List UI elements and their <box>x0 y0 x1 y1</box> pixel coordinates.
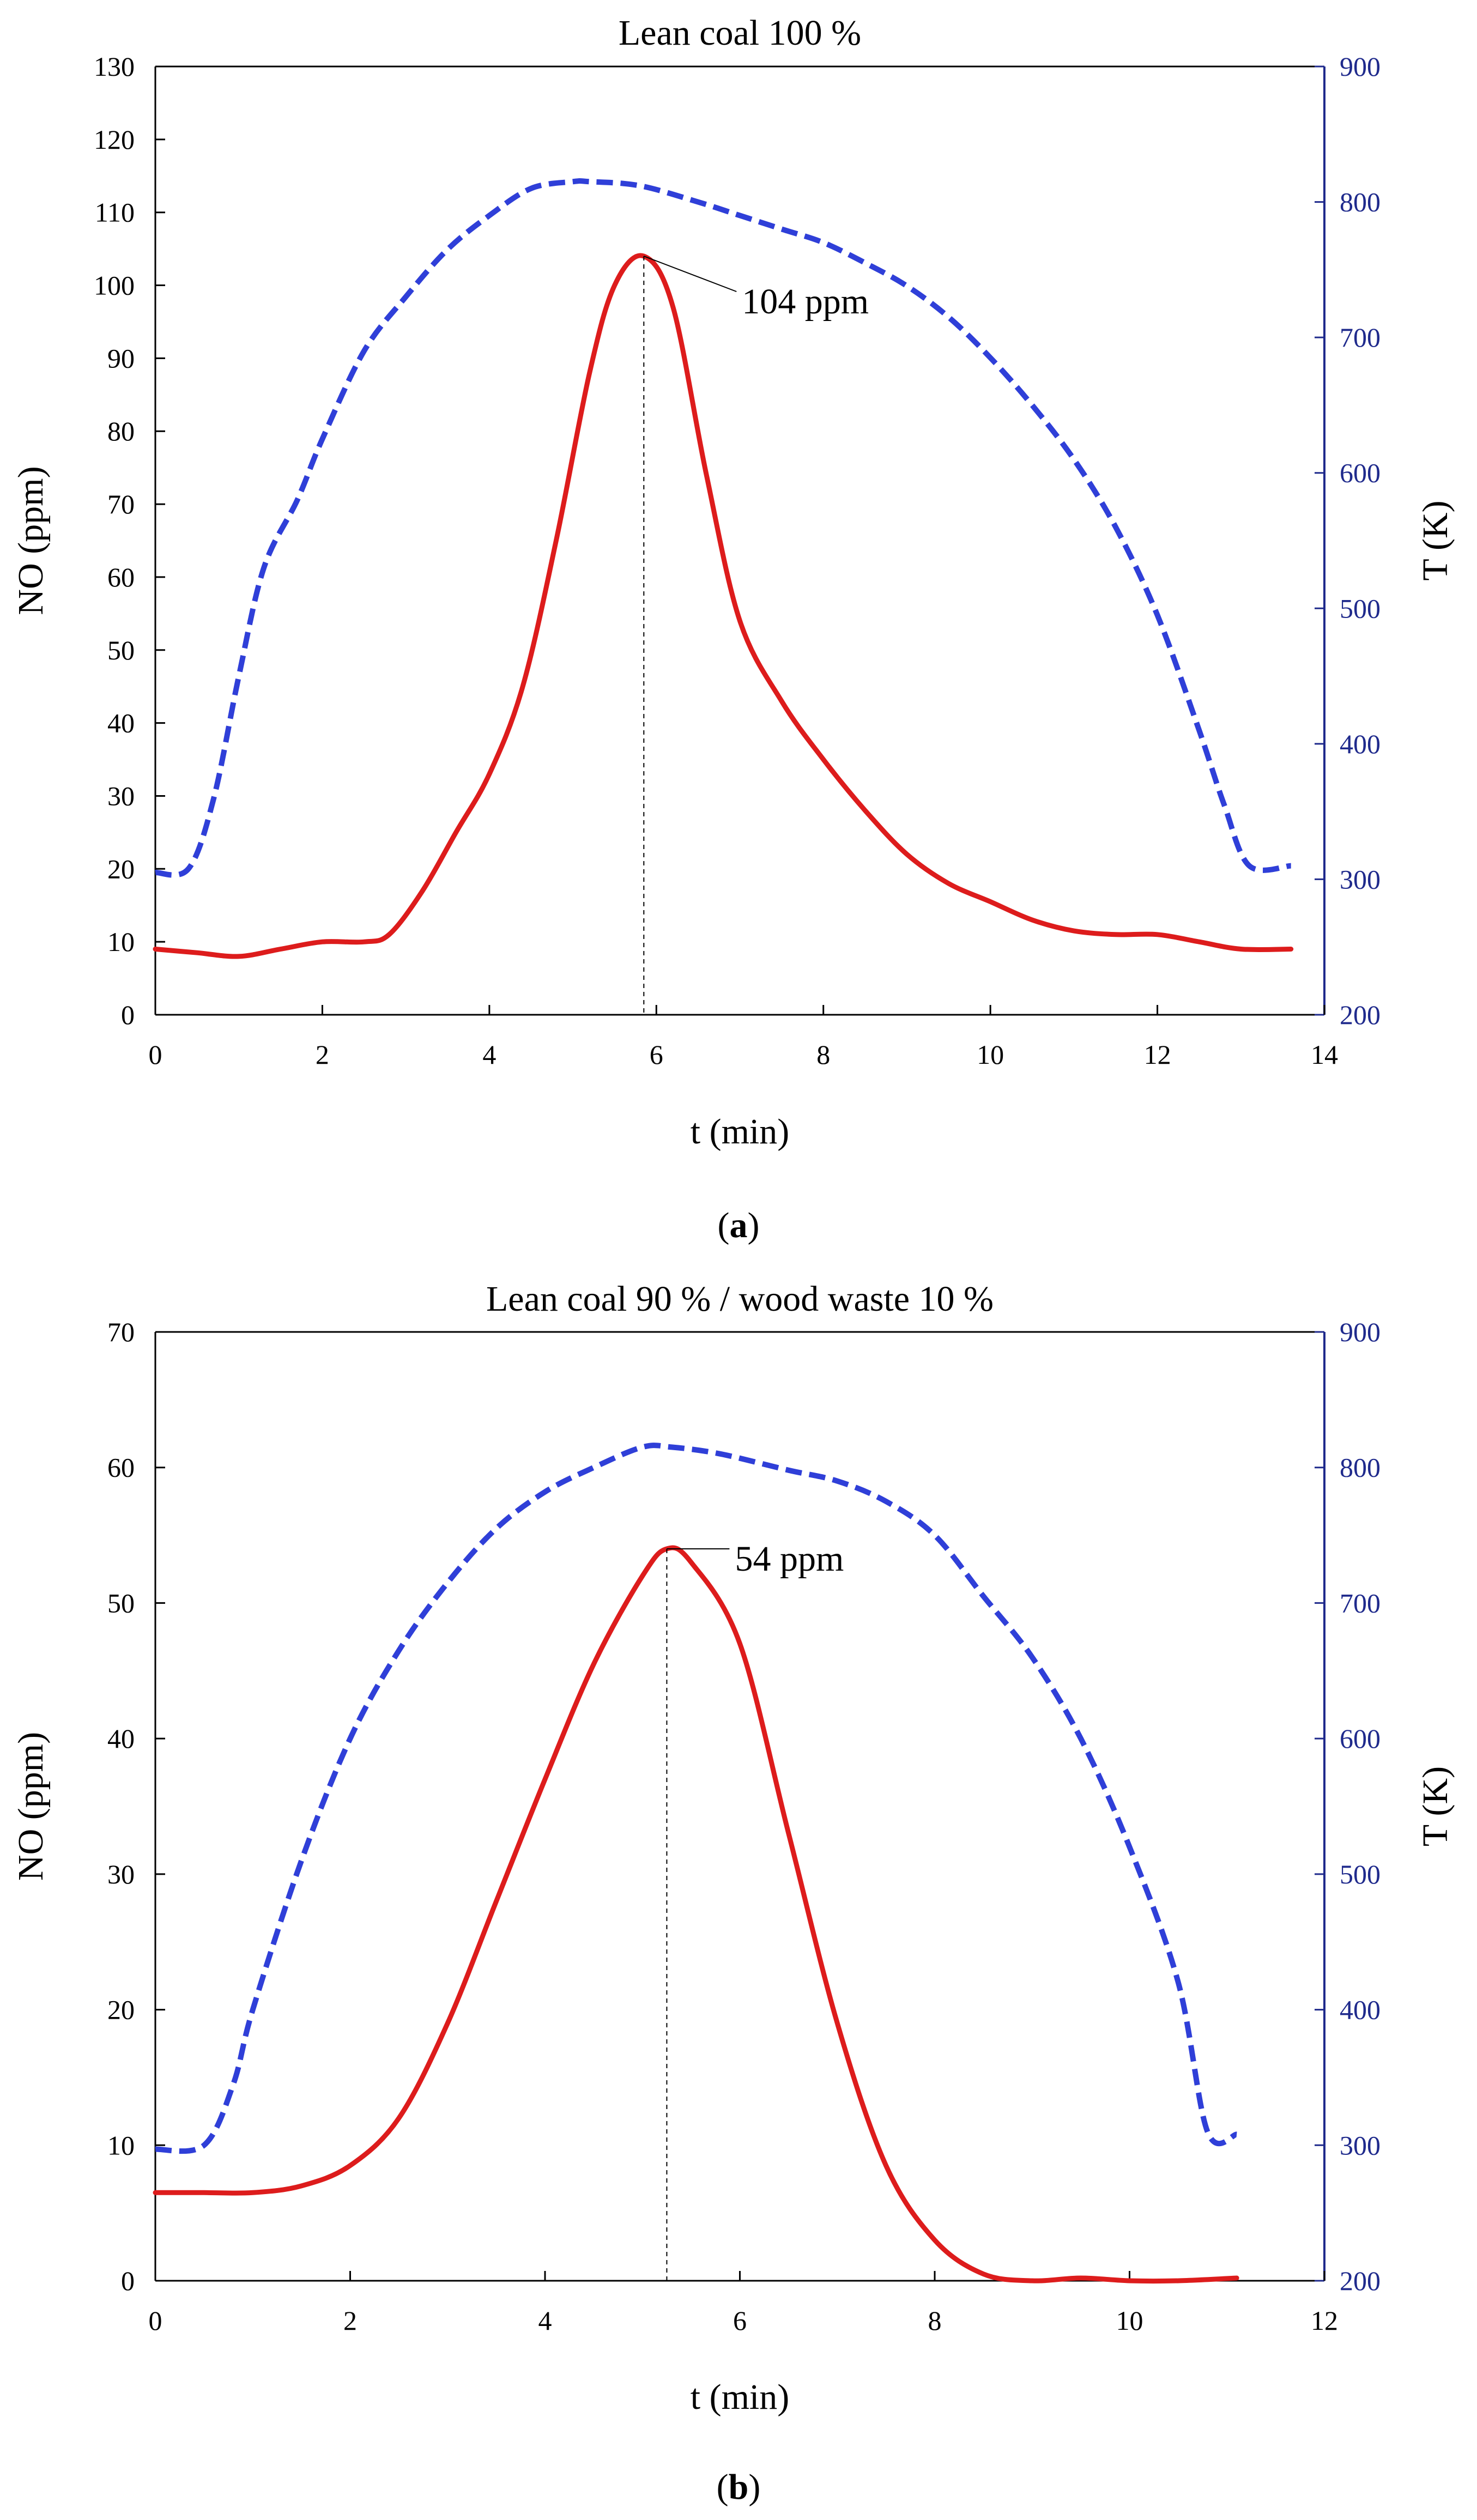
x-tick-label: 0 <box>149 1039 162 1070</box>
y-tick-label: 60 <box>107 562 135 592</box>
x-tick-label: 4 <box>538 2305 552 2336</box>
no-concentration-line <box>153 1545 1239 2284</box>
y2-tick-label: 900 <box>1340 1317 1381 1347</box>
x-tick-label: 8 <box>816 1039 830 1070</box>
peak-annotation: 54 ppm <box>735 1539 844 1579</box>
x-tick-label: 6 <box>733 2305 747 2336</box>
y2-axis-title: T (K) <box>1415 500 1455 580</box>
y-tick-label: 70 <box>107 489 135 519</box>
y-tick-label: 70 <box>107 1317 135 1347</box>
x-tick-label: 12 <box>1311 2305 1338 2336</box>
x-tick-label: 8 <box>928 2305 942 2336</box>
y-tick-label: 30 <box>107 780 135 811</box>
y2-tick-label: 700 <box>1340 322 1381 353</box>
chart-title: Lean coal 100 % <box>619 13 861 53</box>
y2-tick-label: 600 <box>1340 458 1381 488</box>
x-tick-label: 12 <box>1144 1039 1171 1070</box>
panel-caption: (a) <box>718 1206 760 1245</box>
x-tick-label: 2 <box>343 2305 357 2336</box>
y2-tick-label: 900 <box>1340 51 1381 82</box>
y-tick-label: 100 <box>94 270 135 301</box>
y2-tick-label: 500 <box>1340 593 1381 623</box>
y2-tick-label: 700 <box>1340 1588 1381 1618</box>
y2-tick-label: 200 <box>1340 999 1381 1030</box>
chart-panel-a: 0102030405060708090100110120130200300400… <box>11 13 1455 1245</box>
y2-tick-label: 400 <box>1340 729 1381 759</box>
x-tick-label: 4 <box>482 1039 496 1070</box>
y-tick-label: 120 <box>94 124 135 155</box>
y2-axis-title: T (K) <box>1415 1766 1455 1846</box>
y-axis-title: NO (ppm) <box>11 1732 51 1881</box>
y2-tick-label: 800 <box>1340 1452 1381 1483</box>
x-axis-title: t (min) <box>691 2377 789 2417</box>
temperature-line <box>155 178 1292 878</box>
y-tick-label: 40 <box>107 1723 135 1754</box>
peak-annotation: 104 ppm <box>742 282 869 322</box>
y-tick-label: 130 <box>94 51 135 82</box>
panel-caption: (b) <box>717 2467 761 2507</box>
chart-title: Lean coal 90 % / wood waste 10 % <box>486 1279 994 1319</box>
y-tick-label: 60 <box>107 1452 135 1483</box>
y-tick-label: 20 <box>107 1995 135 2025</box>
y2-tick-label: 300 <box>1340 2130 1381 2160</box>
y2-tick-label: 500 <box>1340 1859 1381 1889</box>
y-tick-label: 10 <box>107 2130 135 2160</box>
y2-tick-label: 600 <box>1340 1723 1381 1754</box>
y2-tick-label: 300 <box>1340 864 1381 894</box>
x-tick-label: 10 <box>1116 2305 1143 2336</box>
y-tick-label: 110 <box>95 197 135 228</box>
y-tick-label: 90 <box>107 343 135 373</box>
y2-tick-label: 200 <box>1340 2265 1381 2296</box>
chart-panel-b: 0 10 20 30 40 50 60 70 200 300 400 500 600 700 800 900 0… <box>11 1279 1455 2507</box>
y-axis-title: NO (ppm) <box>11 466 51 615</box>
x-tick-label: 0 <box>149 2305 162 2336</box>
y-tick-label: 40 <box>107 708 135 738</box>
x-axis-title: t (min) <box>691 1112 789 1152</box>
x-tick-label: 14 <box>1311 1039 1338 1070</box>
y2-tick-label: 800 <box>1340 187 1381 217</box>
y-tick-label: 0 <box>121 2265 135 2296</box>
y-tick-label: 0 <box>121 999 135 1030</box>
temperature-line <box>155 1443 1238 2154</box>
y-tick-label: 80 <box>107 416 135 446</box>
y-tick-label: 20 <box>107 853 135 884</box>
x-tick-label: 6 <box>650 1039 663 1070</box>
y2-tick-label: 400 <box>1340 1995 1381 2025</box>
y-tick-label: 50 <box>107 635 135 665</box>
y-tick-label: 10 <box>107 926 135 957</box>
no-concentration-line <box>153 253 1294 959</box>
annotation-leader-line <box>643 256 737 292</box>
y-tick-label: 30 <box>107 1859 135 1889</box>
x-tick-label: 2 <box>316 1039 329 1070</box>
y-tick-label: 50 <box>107 1588 135 1618</box>
x-tick-label: 10 <box>977 1039 1004 1070</box>
